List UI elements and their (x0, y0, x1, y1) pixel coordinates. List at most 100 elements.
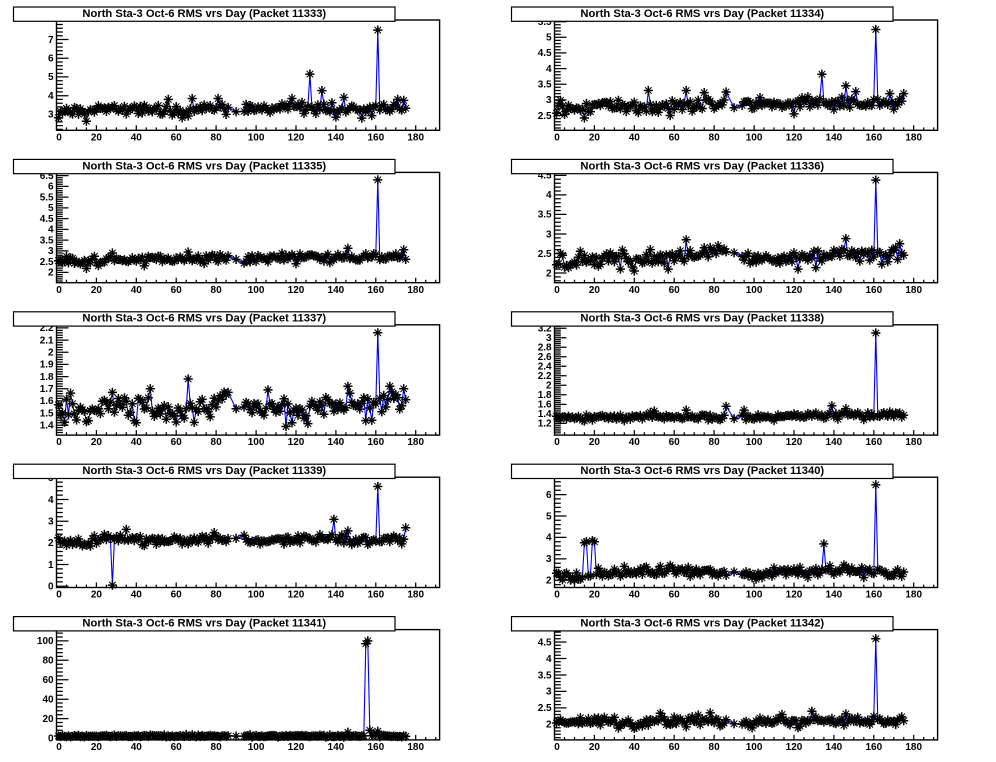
svg-text:2.5: 2.5 (538, 703, 552, 714)
svg-text:1.5: 1.5 (40, 408, 54, 419)
svg-text:3: 3 (546, 229, 552, 240)
svg-text:North Sta-3 Oct-6 RMS vrs Day: North Sta-3 Oct-6 RMS vrs Day (Packet 11… (82, 618, 326, 630)
svg-text:4: 4 (546, 533, 552, 544)
svg-text:0: 0 (554, 285, 560, 296)
svg-text:180: 180 (905, 285, 922, 296)
svg-text:20: 20 (91, 590, 103, 601)
svg-text:140: 140 (826, 437, 843, 448)
svg-text:2: 2 (546, 268, 552, 279)
svg-text:60: 60 (171, 437, 183, 448)
svg-text:20: 20 (589, 132, 601, 143)
svg-text:2: 2 (48, 348, 54, 359)
svg-text:0: 0 (554, 742, 560, 753)
svg-text:North Sta-3 Oct-6 RMS vrs Day: North Sta-3 Oct-6 RMS vrs Day (Packet 11… (82, 8, 326, 20)
svg-text:80: 80 (211, 742, 223, 753)
svg-text:120: 120 (288, 132, 305, 143)
svg-text:5: 5 (546, 33, 552, 44)
svg-text:2.2: 2.2 (40, 323, 54, 334)
svg-text:0: 0 (56, 437, 62, 448)
svg-text:6.5: 6.5 (40, 171, 54, 182)
svg-text:160: 160 (865, 285, 882, 296)
svg-text:3: 3 (48, 517, 54, 528)
svg-text:1.8: 1.8 (538, 390, 552, 401)
svg-text:1.7: 1.7 (40, 384, 54, 395)
svg-text:2: 2 (48, 538, 54, 549)
svg-text:60: 60 (669, 590, 681, 601)
svg-text:3: 3 (48, 110, 54, 121)
svg-text:2: 2 (48, 268, 54, 279)
svg-text:2: 2 (546, 381, 552, 392)
svg-text:North Sta-3 Oct-6 RMS vrs Day: North Sta-3 Oct-6 RMS vrs Day (Packet 11… (580, 313, 824, 325)
svg-text:180: 180 (407, 132, 424, 143)
svg-text:100: 100 (248, 590, 265, 601)
svg-text:1.2: 1.2 (538, 419, 552, 430)
svg-text:0: 0 (56, 590, 62, 601)
svg-text:120: 120 (786, 437, 803, 448)
svg-text:4: 4 (546, 654, 552, 665)
svg-text:20: 20 (589, 437, 601, 448)
svg-text:0: 0 (554, 132, 560, 143)
svg-text:100: 100 (248, 132, 265, 143)
svg-text:80: 80 (709, 590, 721, 601)
svg-text:80: 80 (211, 437, 223, 448)
svg-text:2.8: 2.8 (538, 343, 552, 354)
svg-text:180: 180 (407, 590, 424, 601)
svg-text:160: 160 (865, 132, 882, 143)
svg-text:4: 4 (48, 225, 54, 236)
svg-text:5: 5 (48, 72, 54, 83)
svg-text:40: 40 (629, 285, 641, 296)
svg-text:40: 40 (131, 437, 143, 448)
svg-text:140: 140 (328, 742, 345, 753)
svg-text:North Sta-3 Oct-6 RMS vrs Day: North Sta-3 Oct-6 RMS vrs Day (Packet 11… (580, 465, 824, 477)
svg-text:3.5: 3.5 (538, 670, 552, 681)
svg-text:1.4: 1.4 (538, 409, 552, 420)
svg-text:2.5: 2.5 (538, 111, 552, 122)
svg-text:100: 100 (746, 742, 763, 753)
svg-text:60: 60 (669, 437, 681, 448)
svg-text:North Sta-3 Oct-6 RMS vrs Day: North Sta-3 Oct-6 RMS vrs Day (Packet 11… (82, 160, 326, 172)
svg-text:5.5: 5.5 (538, 17, 552, 28)
svg-text:60: 60 (669, 132, 681, 143)
svg-text:3.5: 3.5 (538, 210, 552, 221)
svg-text:80: 80 (709, 132, 721, 143)
svg-text:1.9: 1.9 (40, 360, 54, 371)
svg-text:80: 80 (211, 132, 223, 143)
svg-text:100: 100 (248, 285, 265, 296)
svg-text:3: 3 (546, 95, 552, 106)
svg-text:0: 0 (56, 742, 62, 753)
svg-text:160: 160 (367, 590, 384, 601)
svg-text:3: 3 (546, 333, 552, 344)
svg-text:North Sta-3 Oct-6 RMS vrs Day: North Sta-3 Oct-6 RMS vrs Day (Packet 11… (82, 313, 326, 325)
svg-text:4: 4 (546, 190, 552, 201)
svg-text:80: 80 (709, 285, 721, 296)
svg-text:6: 6 (546, 490, 552, 501)
svg-text:120: 120 (288, 742, 305, 753)
svg-text:80: 80 (709, 742, 721, 753)
svg-text:1.8: 1.8 (40, 372, 54, 383)
svg-text:0: 0 (48, 582, 54, 593)
svg-text:4: 4 (48, 495, 54, 506)
svg-text:1: 1 (48, 560, 54, 571)
svg-text:40: 40 (131, 590, 143, 601)
svg-text:4.5: 4.5 (538, 48, 552, 59)
svg-text:1.6: 1.6 (40, 396, 54, 407)
svg-text:60: 60 (669, 742, 681, 753)
svg-text:80: 80 (211, 590, 223, 601)
svg-text:2.4: 2.4 (538, 362, 552, 373)
svg-text:160: 160 (865, 742, 882, 753)
svg-text:100: 100 (746, 285, 763, 296)
svg-text:0: 0 (554, 590, 560, 601)
svg-text:180: 180 (905, 132, 922, 143)
svg-text:20: 20 (589, 285, 601, 296)
svg-text:3: 3 (48, 246, 54, 257)
svg-text:100: 100 (248, 437, 265, 448)
svg-text:4: 4 (48, 91, 54, 102)
svg-text:20: 20 (91, 132, 103, 143)
svg-text:140: 140 (826, 285, 843, 296)
svg-text:180: 180 (905, 437, 922, 448)
svg-text:140: 140 (328, 132, 345, 143)
svg-text:160: 160 (865, 590, 882, 601)
svg-text:60: 60 (171, 132, 183, 143)
svg-text:100: 100 (248, 742, 265, 753)
svg-text:180: 180 (407, 285, 424, 296)
